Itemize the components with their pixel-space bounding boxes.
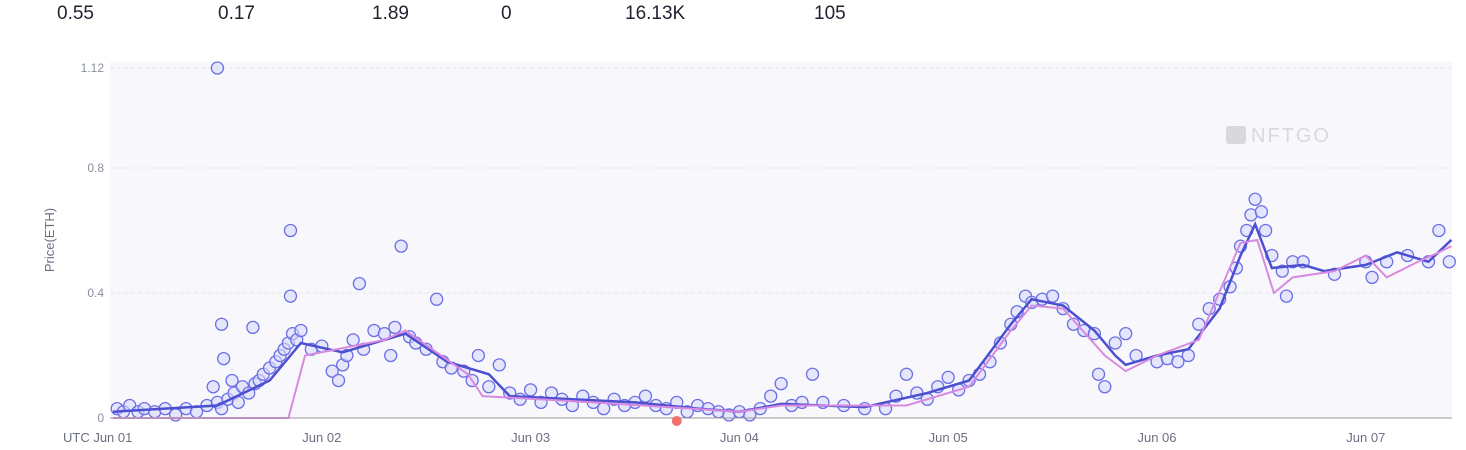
scatter-point xyxy=(492,358,506,372)
watermark: NFTGO xyxy=(1226,125,1331,147)
scatter-point xyxy=(1108,336,1122,350)
scatter-point xyxy=(1171,355,1185,369)
scatter-point xyxy=(858,401,872,416)
scatter-point xyxy=(388,320,402,335)
stat-value: 16.13K xyxy=(625,3,686,24)
scatter-point xyxy=(482,380,496,394)
scatter-point xyxy=(210,61,225,75)
scatter-point xyxy=(774,376,788,391)
scatter-point xyxy=(331,373,346,388)
x-tick-label: UTC Jun 01 xyxy=(63,430,132,445)
scatter-point xyxy=(1045,289,1060,303)
scatter-point xyxy=(1365,270,1379,285)
scatter-point xyxy=(1098,380,1112,394)
scatter-point xyxy=(1066,317,1081,331)
y-tick-label: 0.8 xyxy=(87,161,104,175)
scatter-point xyxy=(1254,205,1269,219)
scatter-point xyxy=(941,370,955,385)
scatter-point xyxy=(899,367,914,381)
event-marker xyxy=(671,416,682,426)
x-tick-label: Jun 04 xyxy=(720,430,759,445)
stat-value: 0.55 xyxy=(57,3,94,24)
scatter-point xyxy=(394,239,408,253)
x-tick-label: Jun 03 xyxy=(511,430,550,445)
scatter-point xyxy=(1087,326,1102,341)
scatter-point xyxy=(1442,255,1456,269)
scatter-point xyxy=(1279,289,1294,303)
scatter-point xyxy=(1119,326,1133,341)
scatter-point xyxy=(346,333,360,347)
scatter-point xyxy=(206,380,220,394)
scatter-point xyxy=(294,323,308,338)
x-tick-label: Jun 06 xyxy=(1137,430,1176,445)
scatter-point xyxy=(325,364,339,378)
scatter-point xyxy=(1258,223,1273,238)
scatter-point xyxy=(283,289,298,303)
stat-value: 105 xyxy=(814,3,846,24)
scatter-point xyxy=(352,276,367,291)
scatter-point xyxy=(384,348,398,363)
scatter-point xyxy=(523,383,538,397)
scatter-point xyxy=(638,389,653,403)
scatter-point xyxy=(214,317,229,331)
line-floor xyxy=(113,238,1452,419)
x-tick-label: Jun 02 xyxy=(302,430,341,445)
y-tick-label: 1.12 xyxy=(81,61,105,75)
y-axis-label: Price(ETH) xyxy=(42,208,57,272)
scatter-point xyxy=(217,351,231,366)
scatter-point xyxy=(1432,223,1446,238)
scatter-point xyxy=(1091,367,1106,381)
stat-value: 0 xyxy=(501,3,512,24)
scatter-point xyxy=(764,389,778,403)
scatter-point xyxy=(795,395,809,410)
scatter-point xyxy=(225,373,239,388)
plot-area xyxy=(110,62,1452,418)
scatter-point xyxy=(429,292,444,306)
scatter-point xyxy=(1248,192,1262,206)
y-tick-label: 0 xyxy=(97,411,104,425)
scatter-point xyxy=(471,348,486,363)
scatter-point xyxy=(597,401,611,416)
scatter-point xyxy=(246,320,260,335)
x-tick-label: Jun 05 xyxy=(929,430,968,445)
x-tick-label: Jun 07 xyxy=(1346,430,1385,445)
stat-value: 0.17 xyxy=(218,3,255,24)
svg-text:NFTGO: NFTGO xyxy=(1251,125,1331,147)
scatter-point xyxy=(283,223,298,238)
stat-value: 1.89 xyxy=(372,3,409,24)
y-tick-label: 0.4 xyxy=(87,286,104,300)
scatter-point xyxy=(805,367,820,381)
